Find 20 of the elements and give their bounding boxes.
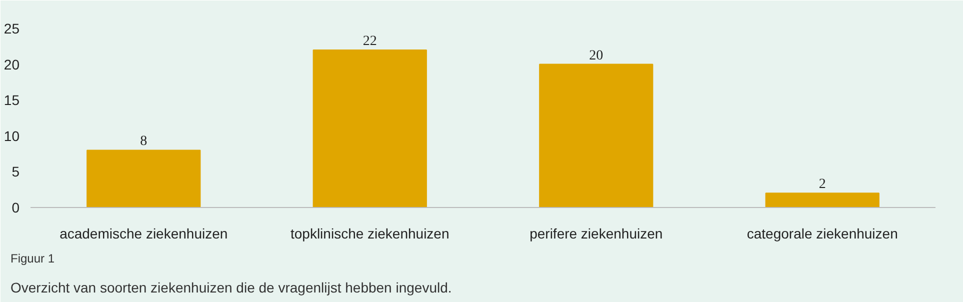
x-tick-label: perifere ziekenhuizen — [530, 226, 663, 242]
x-tick-label: academische ziekenhuizen — [60, 226, 228, 242]
y-tick-label: 15 — [4, 92, 20, 108]
y-tick-label: 5 — [12, 164, 20, 180]
data-label: 8 — [140, 134, 148, 150]
data-label: 22 — [362, 34, 377, 49]
text: Overzicht van soorten ziekenhuizen die de vragenlijst hebben ingevuld. — [10, 280, 452, 296]
data-label: 20 — [589, 48, 604, 64]
data-label: 2 — [818, 177, 826, 192]
text: Figuur 1 — [10, 252, 55, 266]
bar — [539, 64, 654, 208]
y-tick-label: 20 — [4, 56, 20, 72]
y-tick-label: 25 — [4, 20, 20, 36]
bar — [86, 150, 201, 208]
bar — [765, 192, 880, 208]
bar — [312, 49, 427, 208]
y-tick-label: 0 — [12, 200, 20, 216]
y-tick-label: 10 — [4, 128, 20, 144]
x-tick-label: categorale ziekenhuizen — [746, 226, 898, 242]
x-tick-label: topklinische ziekenhuizen — [290, 226, 450, 242]
